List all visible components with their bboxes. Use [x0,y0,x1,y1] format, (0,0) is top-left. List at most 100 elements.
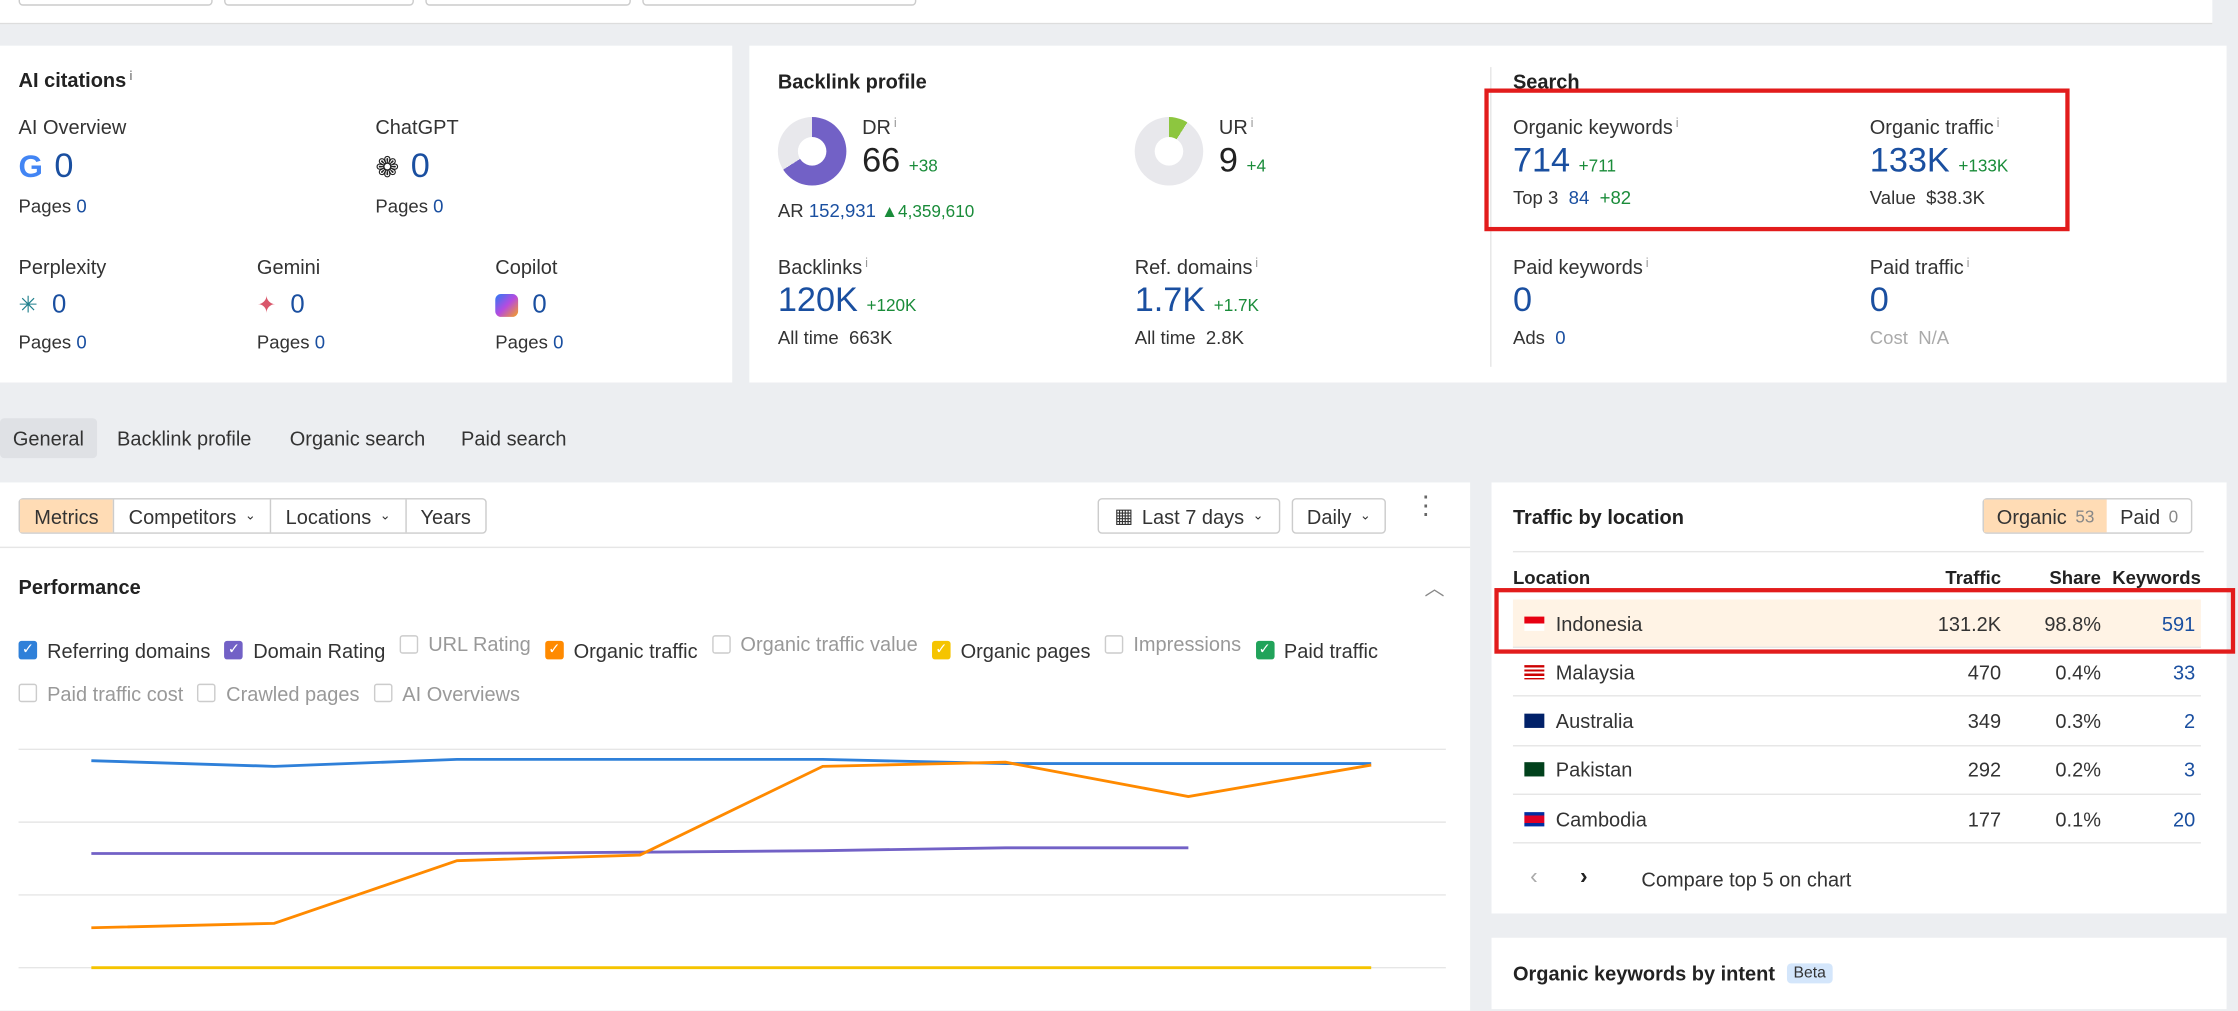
checkbox-icon [711,634,731,653]
compare-top5-link[interactable]: Compare top 5 on chart [1641,867,1852,891]
interval-dropdown[interactable]: Daily ⌄ [1291,498,1386,534]
ref-domains-value[interactable]: 1.7K [1134,281,1206,320]
ar-value[interactable]: 152,931 [808,199,876,222]
organic-paid-toggle: Organic 53 Paid 0 [1982,498,2193,534]
tab-general[interactable]: General [0,418,97,459]
pages-label: Pages [18,331,72,353]
metric-checkbox[interactable]: URL Rating [399,622,531,665]
organic-keywords-value[interactable]: 714 [1512,141,1571,180]
tab-organic-search[interactable]: Organic search [289,426,426,450]
keywords-link[interactable]: 20 [2172,807,2196,831]
metric-checkbox[interactable]: AI Overviews [373,672,520,715]
chevron-down-icon: ⌄ [1359,508,1371,523]
segment-years[interactable]: Years [404,499,485,533]
column-share[interactable]: Share [2049,566,2101,589]
metric-value[interactable]: 0 [410,147,430,186]
ref-domains-metric: Ref. domains i 1.7K +1.7K All time 2.8K [1134,255,1259,349]
divider [1490,67,1492,367]
ai-citations-title: AI citations i [18,68,133,92]
segment-metrics[interactable]: Metrics [19,499,113,533]
next-page-icon[interactable]: › [1580,864,1588,890]
column-traffic[interactable]: Traffic [1945,566,2002,589]
perplexity-icon: ✳ [18,293,38,318]
ref-domains-label: Ref. domains [1134,255,1253,279]
metric-value[interactable]: 0 [532,289,547,319]
metric-value[interactable]: 0 [51,289,67,319]
keywords-link[interactable]: 591 [2161,611,2196,635]
tab-backlink-profile[interactable]: Backlink profile [117,426,252,450]
table-row[interactable]: Cambodia 177 0.1% 20 [1512,795,2201,844]
more-options-icon[interactable]: ⋮ [1413,490,1439,520]
prev-page-icon[interactable]: ‹ [1530,864,1538,890]
metric-checkbox-list: ✓ Referring domains ✓ Domain Rating URL Rati… [18,622,1461,718]
pages-value[interactable]: 0 [76,195,87,217]
pages-value[interactable]: 0 [433,195,444,217]
segment-locations[interactable]: Locations ⌄ [269,499,405,533]
toolbar-button[interactable] [224,0,414,6]
metric-label: Organic pages [960,638,1091,662]
checkbox-icon [18,683,38,703]
table-row[interactable]: Pakistan 292 0.2% 3 [1512,746,2201,795]
collapse-chevron-icon[interactable]: ︿ [1424,576,1445,600]
value-label: Value [1869,186,1916,209]
keywords-link[interactable]: 2 [2184,709,2196,733]
performance-chart [18,748,1446,970]
organic-traffic-delta: +133K [1958,155,2009,176]
toolbar-button[interactable] [642,0,917,6]
copilot-icon [495,293,519,317]
backlink-profile-title: Backlink profile [777,69,927,93]
cost-label: Cost [1869,326,1908,349]
paid-traffic-value[interactable]: 0 [1869,281,1889,320]
metric-checkbox[interactable]: Impressions [1104,622,1241,665]
metric-value[interactable]: 0 [54,147,74,186]
ref-domains-delta: +1.7K [1213,295,1259,316]
column-keywords[interactable]: Keywords [2112,566,2201,589]
metric-value[interactable]: 0 [290,289,305,319]
ur-label: UR [1218,115,1248,139]
tab-paid-search[interactable]: Paid search [461,426,567,450]
segment-competitors[interactable]: Competitors ⌄ [112,499,270,533]
metric-checkbox[interactable]: Paid traffic cost [18,672,184,715]
toolbar-button[interactable] [18,0,213,6]
pages-value[interactable]: 0 [553,331,564,353]
series-line-domain-rating [91,846,1189,855]
ur-value: 9 [1218,141,1238,180]
metric-checkbox[interactable]: ✓ Paid traffic [1255,629,1378,672]
pages-label: Pages [256,331,310,353]
table-row[interactable]: Malaysia 470 0.4% 33 [1512,648,2201,697]
keywords-link[interactable]: 3 [2184,758,2196,782]
keywords-link[interactable]: 33 [2172,660,2196,684]
metric-checkbox[interactable]: ✓ Domain Rating [224,629,385,672]
organic-toggle[interactable]: Organic 53 [1983,499,2108,533]
table-row[interactable]: Indonesia 131.2K 98.8% 591 [1512,599,2201,648]
organic-traffic-value[interactable]: 133K [1869,141,1950,180]
ads-value[interactable]: 0 [1555,326,1566,349]
top-toolbar [0,0,2213,25]
checkbox-icon: ✓ [932,640,951,660]
divider [1512,550,2204,553]
pages-value[interactable]: 0 [76,331,87,353]
table-row[interactable]: Australia 349 0.3% 2 [1512,697,2201,746]
pages-value[interactable]: 0 [314,331,326,353]
dr-donut [777,117,847,186]
organic-traffic-metric: Organic traffic i 133K +133K Value $38.3K [1869,115,2009,209]
dr-delta: +38 [908,155,938,176]
column-location[interactable]: Location [1512,566,1591,589]
location-name: Indonesia [1555,611,1643,635]
metric-checkbox[interactable]: ✓ Referring domains [18,629,210,672]
ar-metric: AR 152,931 ▲4,359,610 [778,200,974,221]
metric-checkbox[interactable]: ✓ Organic pages [932,629,1091,672]
paid-keywords-value[interactable]: 0 [1512,281,1533,320]
paid-toggle[interactable]: Paid 0 [2120,504,2179,528]
metric-checkbox[interactable]: ✓ Organic traffic [545,629,698,672]
toolbar-button[interactable] [425,0,631,6]
metric-label: Paid traffic cost [47,681,184,705]
date-range-dropdown[interactable]: ▦ Last 7 days ⌄ [1097,498,1281,534]
ur-donut [1134,117,1204,186]
backlinks-value[interactable]: 120K [777,281,858,320]
metric-checkbox[interactable]: Crawled pages [197,672,359,715]
metric-checkbox[interactable]: Organic traffic value [711,622,918,665]
top3-value[interactable]: 84 [1568,186,1590,209]
